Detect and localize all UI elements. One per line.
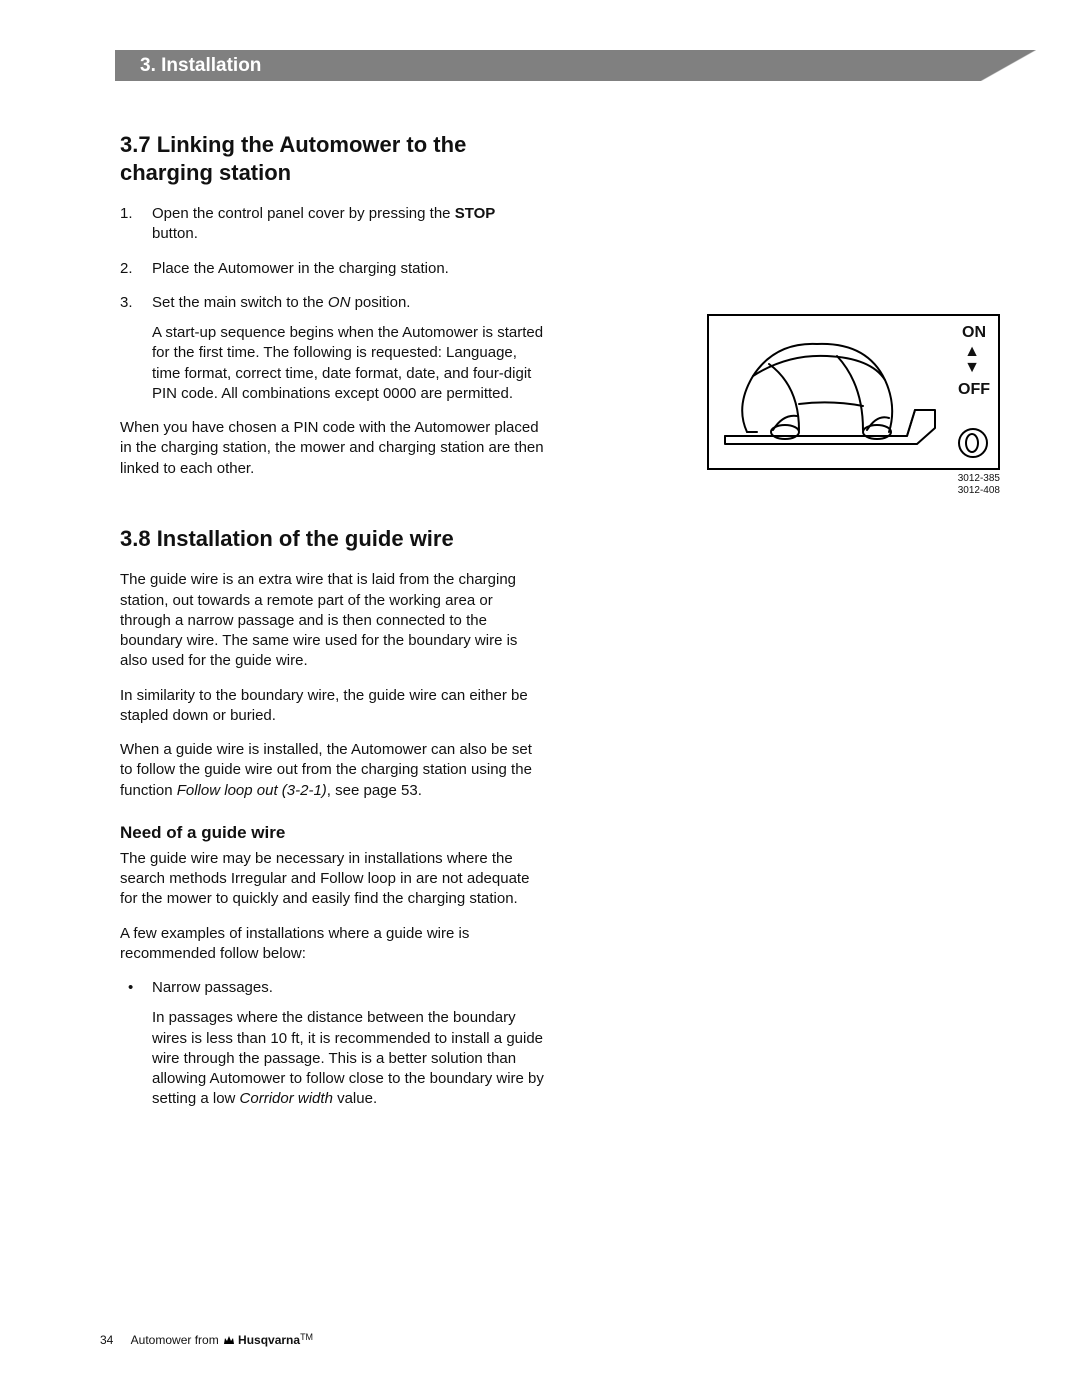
step-1-bold: STOP	[455, 205, 496, 222]
step-3-italic: ON	[328, 294, 351, 311]
step-1-pre: Open the control panel cover by pressing…	[152, 205, 455, 222]
section-3-7-closing: When you have chosen a PIN code with the…	[120, 418, 545, 479]
p-guide-3-italic: Follow loop out (3-2-1)	[177, 782, 327, 799]
step-1-post: button.	[152, 225, 198, 242]
steps-list: Open the control panel cover by pressing…	[120, 204, 545, 404]
bullet-title: Narrow passages.	[152, 979, 273, 996]
step-2: Place the Automower in the charging stat…	[120, 259, 545, 279]
chapter-label: 3. Installation	[115, 50, 1035, 81]
p-need-2: A few examples of installations where a …	[120, 924, 545, 965]
automower-illustration	[717, 336, 942, 461]
page-footer: 34 Automower from HusqvarnaTM	[100, 1332, 313, 1349]
figure-box: ON ▲▼ OFF	[707, 314, 1000, 470]
bullet-narrow: Narrow passages. In passages where the d…	[120, 978, 545, 1110]
footer-tm: TM	[300, 1332, 313, 1342]
figure-caption: 3012-385 3012-408	[707, 473, 1000, 497]
section-3-7-heading: 3.7 Linking the Automower to the chargin…	[120, 131, 545, 186]
husqvarna-crown-icon	[222, 1332, 236, 1349]
bullet-list: Narrow passages. In passages where the d…	[120, 978, 545, 1110]
left-column: 3.7 Linking the Automower to the chargin…	[120, 131, 545, 1110]
p-guide-1: The guide wire is an extra wire that is …	[120, 570, 545, 671]
page-number: 34	[100, 1333, 128, 1347]
step-3-post: position.	[350, 294, 410, 311]
step-1: Open the control panel cover by pressing…	[120, 204, 545, 245]
step-3: Set the main switch to the ON position. …	[120, 293, 545, 404]
switch-off-label: OFF	[958, 381, 990, 399]
bullet-sub-post: value.	[333, 1090, 377, 1107]
content-area: 3.7 Linking the Automower to the chargin…	[0, 81, 1080, 1110]
sub-heading-need: Need of a guide wire	[120, 823, 545, 843]
bullet-sub-italic: Corridor width	[240, 1090, 333, 1107]
p-guide-2: In similarity to the boundary wire, the …	[120, 686, 545, 727]
switch-dial-inner	[965, 433, 979, 453]
figure-code-2: 3012-408	[958, 485, 1000, 496]
bullet-sub: In passages where the distance between t…	[152, 1008, 545, 1109]
step-2-text: Place the Automower in the charging stat…	[152, 260, 449, 277]
footer-brand: Husqvarna	[238, 1333, 300, 1347]
switch-arrows-icon: ▲▼	[964, 344, 980, 376]
p-guide-3: When a guide wire is installed, the Auto…	[120, 740, 545, 801]
p-need-1: The guide wire may be necessary in insta…	[120, 849, 545, 910]
section-3-8-heading: 3.8 Installation of the guide wire	[120, 525, 545, 553]
page: 3. Installation 3.7 Linking the Automowe…	[0, 0, 1080, 1397]
step-3-pre: Set the main switch to the	[152, 294, 328, 311]
figure-automower: ON ▲▼ OFF 3012-385 3012-408	[707, 314, 1000, 497]
switch-on-label: ON	[962, 324, 986, 342]
figure-code-1: 3012-385	[958, 473, 1000, 484]
footer-text-pre: Automower from	[131, 1333, 222, 1347]
p-guide-3-post: , see page 53.	[327, 782, 422, 799]
chapter-header-bar: 3. Installation	[115, 50, 1035, 81]
step-3-sub: A start-up sequence begins when the Auto…	[152, 323, 545, 404]
switch-dial-icon	[958, 428, 988, 458]
